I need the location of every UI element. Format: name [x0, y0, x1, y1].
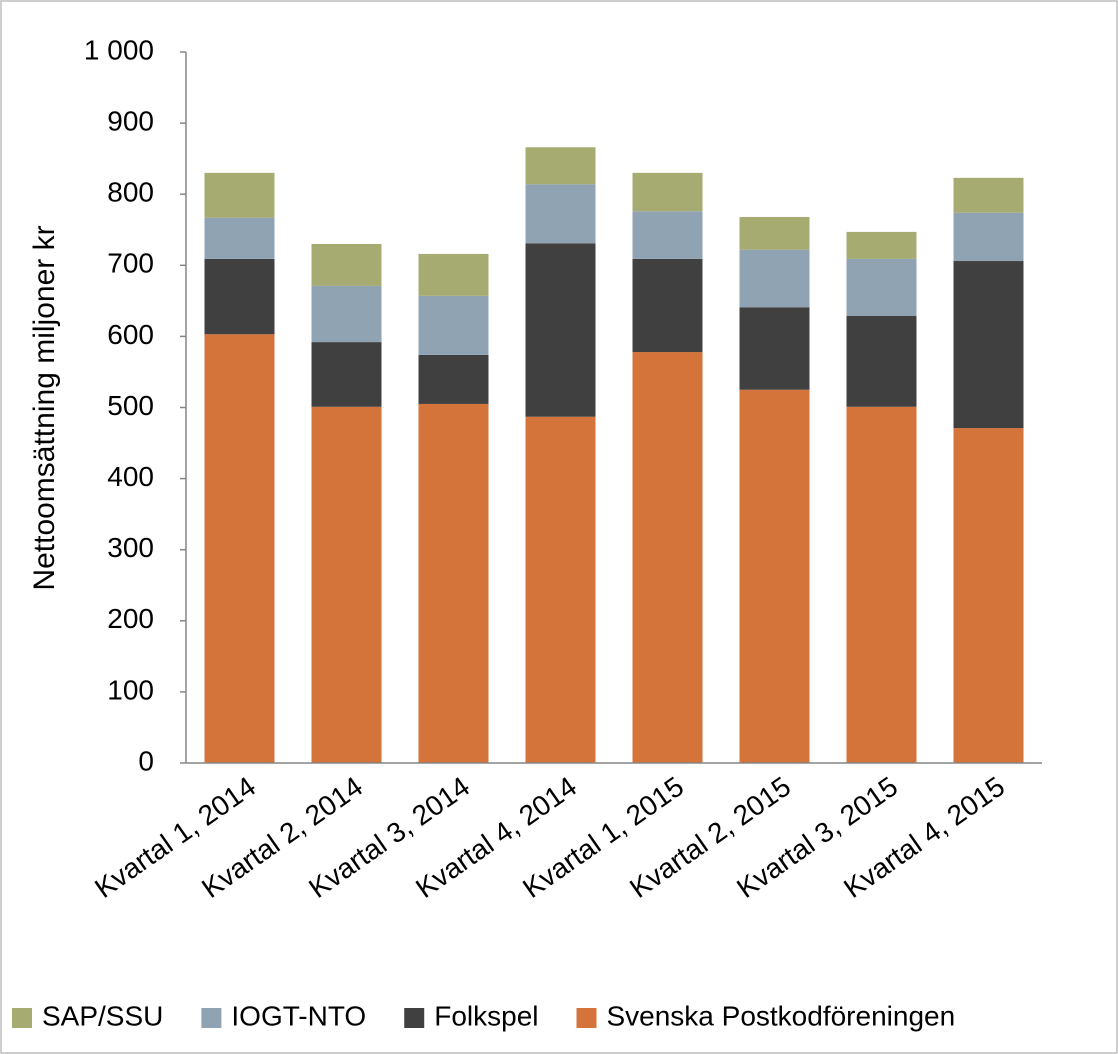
bar-segment	[953, 212, 1024, 262]
bar-segment	[846, 315, 917, 407]
bar-segment	[953, 428, 1024, 763]
bar-segment	[418, 253, 489, 296]
bar-segment	[204, 172, 275, 218]
y-tick-label: 500	[107, 390, 154, 421]
y-tick-label: 400	[107, 461, 154, 492]
bar-segment	[846, 231, 917, 259]
bar-segment	[846, 258, 917, 316]
bar-segment	[418, 295, 489, 355]
bar-segment	[204, 258, 275, 335]
bar-segment	[846, 406, 917, 763]
bar-segment	[525, 416, 596, 763]
bar-segment	[739, 307, 810, 390]
bar-segment	[311, 243, 382, 286]
bar-segment	[632, 211, 703, 259]
legend-label: SAP/SSU	[42, 1000, 163, 1031]
bar-segment	[632, 258, 703, 353]
bar-segment	[418, 354, 489, 404]
y-tick-label: 800	[107, 177, 154, 208]
y-tick-label: 1 000	[84, 34, 154, 65]
bar-segment	[311, 406, 382, 763]
bar-segment	[632, 172, 703, 212]
y-tick-label: 100	[107, 674, 154, 705]
y-tick-label: 600	[107, 319, 154, 350]
legend-swatch	[404, 1008, 425, 1028]
legend-swatch	[12, 1008, 32, 1028]
y-tick-label: 700	[107, 248, 154, 279]
bar-segment	[953, 261, 1024, 429]
bar-segment	[311, 285, 382, 343]
bar-segment	[953, 177, 1024, 213]
legend-label: IOGT-NTO	[231, 1000, 366, 1031]
y-axis-title: Nettoomsättning miljoner kr	[28, 225, 61, 590]
legend-label: Svenska Postkodföreningen	[606, 1000, 955, 1031]
bar-segment	[739, 249, 810, 308]
bar-segment	[525, 147, 596, 185]
y-tick-label: 0	[138, 745, 154, 776]
bar-segment	[204, 217, 275, 259]
legend-label: Folkspel	[434, 1000, 538, 1031]
bar-segment	[525, 243, 596, 417]
bar-segment	[418, 403, 489, 763]
y-tick-label: 900	[107, 105, 154, 136]
legend-swatch	[201, 1008, 222, 1028]
y-tick-label: 300	[107, 532, 154, 563]
y-tick-label: 200	[107, 603, 154, 634]
bar-segment	[204, 334, 275, 763]
bar-segment	[739, 216, 810, 250]
bar-segment	[311, 342, 382, 407]
bar-segment	[525, 184, 596, 244]
bar-segment	[739, 389, 810, 763]
bar-segment	[632, 352, 703, 763]
legend-swatch	[576, 1008, 597, 1028]
